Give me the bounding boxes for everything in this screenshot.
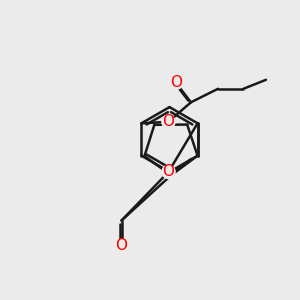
Text: O: O [162,114,174,129]
Text: O: O [170,75,182,90]
Text: O: O [116,238,128,253]
Circle shape [115,239,128,253]
Circle shape [169,76,182,89]
Circle shape [162,165,175,178]
Circle shape [162,115,175,128]
Text: O: O [163,164,175,179]
